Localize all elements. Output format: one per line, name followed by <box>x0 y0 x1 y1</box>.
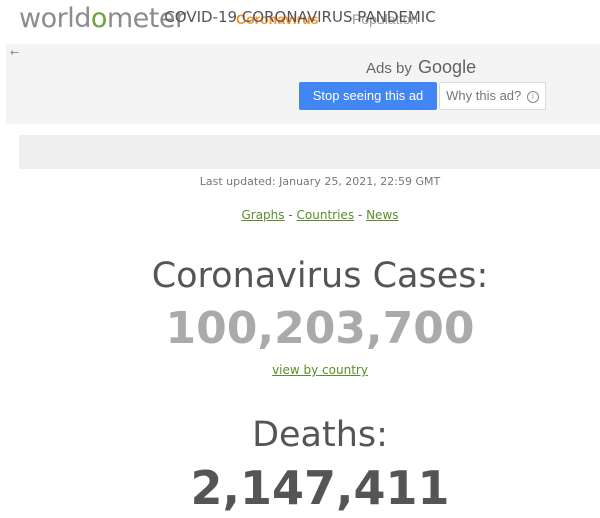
last-updated-text: Last updated: January 25, 2021, 22:59 GM… <box>199 175 441 188</box>
link-separator: - <box>288 208 293 222</box>
why-this-ad-button[interactable]: Why this ad? i <box>439 82 546 110</box>
stop-seeing-ad-button[interactable]: Stop seeing this ad <box>299 82 437 110</box>
ad-container: ← Ads by Google Stop seeing this ad Why … <box>6 44 600 124</box>
google-wordmark: Google <box>418 57 477 77</box>
page-title: COVID-19 CORONAVIRUS PANDEMIC <box>164 8 436 26</box>
nav-link-population[interactable]: Population <box>352 11 419 27</box>
why-this-ad-label: Why this ad? <box>446 88 522 103</box>
countries-link[interactable]: Countries <box>296 208 355 222</box>
news-link[interactable]: News <box>366 208 399 222</box>
graphs-link[interactable]: Graphs <box>241 208 285 222</box>
view-by-country-link[interactable]: view by country <box>272 363 368 377</box>
title-bar <box>19 135 600 169</box>
top-nav: worldometer Coronavirus Population <box>0 0 600 40</box>
logo-prefix: world <box>19 3 91 34</box>
ads-by-google-label: Ads by Google <box>366 57 476 79</box>
deaths-count: 2,147,411 <box>190 461 450 515</box>
info-icon: i <box>526 90 539 103</box>
back-arrow-icon[interactable]: ← <box>10 46 20 59</box>
logo-accent: o <box>90 3 108 34</box>
deaths-heading: Deaths: <box>252 415 388 455</box>
link-separator: - <box>357 208 363 222</box>
logo-suffix: meter <box>106 3 186 34</box>
worldometer-logo[interactable]: worldometer <box>19 2 186 36</box>
cases-heading: Coronavirus Cases: <box>151 256 489 296</box>
ads-by-text: Ads by <box>366 60 412 77</box>
cases-count: 100,203,700 <box>165 303 475 354</box>
nav-link-coronavirus[interactable]: Coronavirus <box>236 11 319 27</box>
view-by-country: view by country <box>0 362 600 378</box>
section-links: Graphs - Countries - News <box>0 207 600 223</box>
